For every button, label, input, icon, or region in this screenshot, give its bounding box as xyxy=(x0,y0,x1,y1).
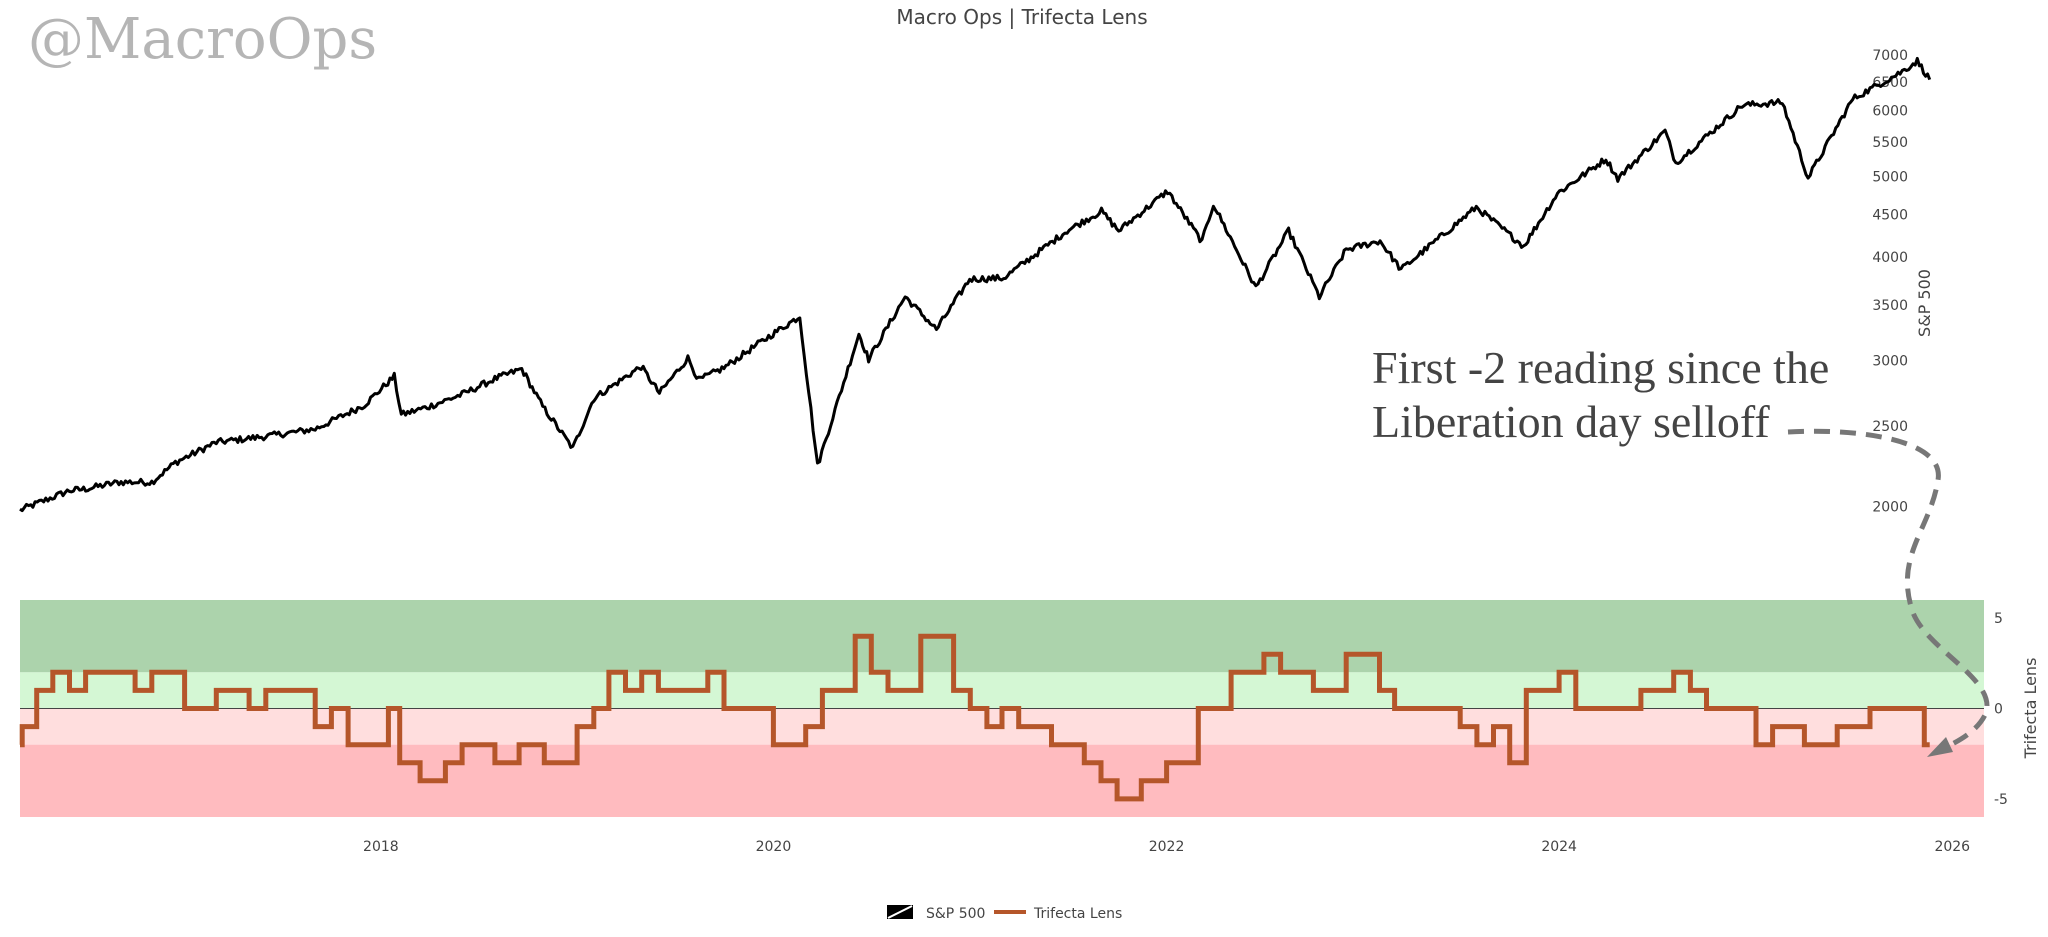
sp500-tick-label-5500: 5500 xyxy=(1872,135,1908,151)
sp500-tick-label-4500: 4500 xyxy=(1872,207,1908,223)
sp500-tick-label-3500: 3500 xyxy=(1872,298,1908,314)
sp500-tick-label-4000: 4000 xyxy=(1872,250,1908,266)
sp500-axis-title: S&P 500 xyxy=(1915,269,1934,337)
sp500-tick-label-5000: 5000 xyxy=(1872,169,1908,185)
annotation-line-2: Liberation day selloff xyxy=(1372,396,1770,447)
annotation-arrow xyxy=(1787,428,1990,755)
signal-band-3 xyxy=(20,744,1984,817)
sp500-tick-label-7000: 7000 xyxy=(1872,48,1908,64)
trifecta-tick-label-0: 0 xyxy=(1994,702,2003,718)
legend-item-trifecta[interactable]: Trifecta Lens xyxy=(994,906,1122,922)
legend-label-trifecta: Trifecta Lens xyxy=(1033,906,1122,922)
trifecta-tick-label--5: -5 xyxy=(1994,792,2008,808)
chart-title: Macro Ops | Trifecta Lens xyxy=(896,5,1147,29)
sp500-tick-label-2000: 2000 xyxy=(1872,500,1908,516)
sp500-tick-label-2500: 2500 xyxy=(1872,419,1908,435)
trifecta-axis-title: Trifecta Lens xyxy=(2021,658,2040,760)
annotation-line-1: First -2 reading since the xyxy=(1372,342,1829,393)
sp500-series-line xyxy=(19,56,1932,513)
sp500-tick-label-6000: 6000 xyxy=(1872,104,1908,120)
trifecta-axis: 5 0 -5 xyxy=(1994,611,2008,808)
sp500-tick-label-3000: 3000 xyxy=(1872,353,1908,369)
x-tick-label-2024: 2024 xyxy=(1541,839,1577,855)
watermark: @MacroOps xyxy=(28,7,377,72)
signal-band-0 xyxy=(20,600,1984,673)
legend-item-sp500[interactable]: S&P 500 xyxy=(887,905,985,922)
x-tick-label-2020: 2020 xyxy=(756,839,792,855)
trifecta-series-line xyxy=(19,633,1930,802)
x-axis: 2018 2020 2022 2024 2026 xyxy=(363,839,1970,855)
x-tick-label-2026: 2026 xyxy=(1934,839,1970,855)
x-tick-label-2022: 2022 xyxy=(1149,839,1185,855)
annotation-arrowhead xyxy=(1927,737,1953,757)
candlestick-icon-slash xyxy=(887,905,913,919)
sp500-axis: 2000250030003500400045005000550060006500… xyxy=(1872,48,1908,515)
trifecta-tick-label-5: 5 xyxy=(1994,611,2003,627)
x-tick-label-2018: 2018 xyxy=(363,839,399,855)
legend-label-sp500: S&P 500 xyxy=(926,906,985,922)
legend: S&P 500 Trifecta Lens xyxy=(887,905,1122,922)
